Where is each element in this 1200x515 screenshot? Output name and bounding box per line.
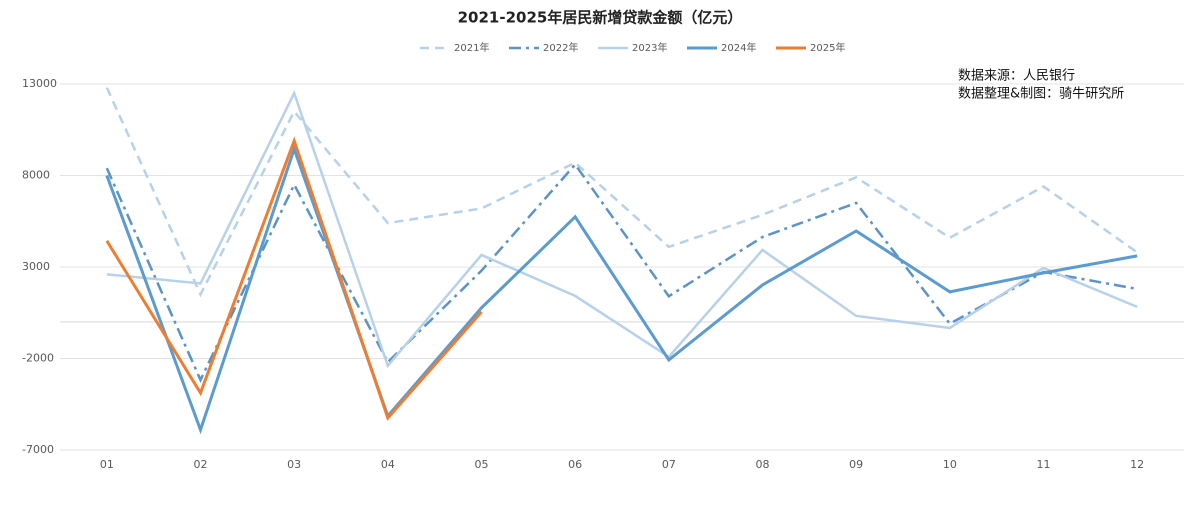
- y-tick-label: -2000: [22, 352, 54, 365]
- y-tick-label: -7000: [22, 443, 54, 456]
- legend-label: 2024年: [721, 41, 756, 54]
- line-series: [105, 144, 1138, 435]
- x-tick-label: 06: [568, 458, 582, 471]
- y-tick-label: 13000: [22, 77, 57, 90]
- line-series: [105, 162, 1138, 383]
- legend-label: 2025年: [810, 41, 845, 54]
- line-series: [106, 89, 1138, 369]
- x-tick-label: 12: [1130, 458, 1144, 471]
- x-tick-label: 07: [662, 458, 676, 471]
- x-tick-label: 10: [943, 458, 957, 471]
- x-tick-label: 04: [381, 458, 395, 471]
- x-tick-label: 09: [849, 458, 863, 471]
- line-series: [105, 136, 483, 421]
- x-tick-label: 02: [194, 458, 208, 471]
- y-tick-label: 3000: [22, 260, 50, 273]
- x-tick-label: 01: [100, 458, 114, 471]
- chart-title: 2021-2025年居民新增贷款金额（亿元）: [458, 9, 743, 27]
- x-tick-label: 03: [287, 458, 301, 471]
- x-tick-label: 08: [756, 458, 770, 471]
- annotation: 数据来源：人民银行: [958, 69, 1075, 84]
- legend-label: 2022年: [543, 41, 578, 54]
- line-series: [105, 87, 1138, 298]
- annotation: 数据整理&制图：骑牛研究所: [958, 87, 1124, 102]
- x-tick-label: 05: [475, 458, 489, 471]
- legend-label: 2021年: [454, 41, 489, 54]
- x-tick-label: 11: [1037, 458, 1051, 471]
- legend-label: 2023年: [632, 41, 667, 54]
- y-tick-label: 8000: [22, 169, 50, 182]
